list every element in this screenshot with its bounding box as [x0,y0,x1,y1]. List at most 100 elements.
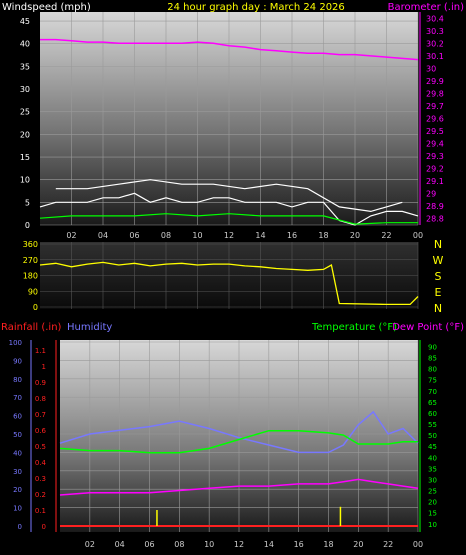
barometer-tick: 30 [426,64,436,73]
windspeed-tick: 20 [20,130,30,139]
time-tick-label: 14 [255,231,265,240]
temperature-tick: 50 [428,432,437,440]
rain-tick: 1.1 [35,347,46,355]
time-tick-label: 00 [413,540,423,549]
barometer-tick: 29.6 [426,115,444,124]
rain-tick: 1 [42,363,46,371]
humidity-tick: 30 [13,468,22,476]
time-tick-label: 18 [323,540,333,549]
windspeed-tick: 15 [20,153,30,162]
series-line [59,478,419,496]
temperature-tick: 65 [428,399,437,407]
panel3-time-ticks: 02 04 06 08 10 12 14 16 18 20 22 00 [85,540,423,549]
barometer-tick: 29.2 [426,165,444,174]
humidity-tick: 50 [13,431,22,439]
time-tick-label: 02 [85,540,95,549]
temperature-tick: 85 [428,355,437,363]
windspeed-tick: 25 [20,108,30,117]
barometer-tick: 29.8 [426,89,444,98]
chart-title: 24 hour graph day : March 24 2026 [167,2,345,13]
humidity-tick: 90 [13,357,22,365]
temperature-tick: 20 [428,499,437,507]
rain-tick: 0.8 [35,395,46,403]
barometer-tick: 29 [426,190,436,199]
time-tick-label: 06 [144,540,154,549]
temperature-tick: 15 [428,510,437,518]
rain-tick: 0.3 [35,475,46,483]
direction-tick: 0 [33,303,38,312]
direction-tick: 180 [23,272,38,281]
barometer-tick: 30.1 [426,52,444,61]
time-tick-label: 16 [287,231,297,240]
panel2-series [39,261,419,306]
time-tick-label: 08 [174,540,184,549]
rain-tick: 0.9 [35,379,46,387]
time-tick-label: 00 [413,231,423,240]
panel1-grid [40,12,419,226]
time-tick-label: 14 [264,540,274,549]
barometer-tick: 28.8 [426,215,444,224]
time-tick-label: 12 [224,231,234,240]
time-tick-label: 12 [234,540,244,549]
windspeed-ticks: 45 40 35 30 25 20 15 10 5 0 [20,17,30,230]
rain-tick: 0.1 [35,507,46,515]
rain-tick: 0 [42,523,46,531]
series-line [59,429,418,454]
wind-barometer-panel: Windspeed (mph) 24 hour graph day : Marc… [2,2,464,240]
barometer-tick: 29.1 [426,177,444,186]
panel1-series [39,38,419,226]
windspeed-tick: 10 [20,176,30,185]
barometer-tick: 29.5 [426,127,444,136]
direction-tick: 90 [28,287,38,296]
windspeed-tick: 45 [20,17,30,26]
windspeed-tick: 5 [25,198,30,207]
temperature-tick: 10 [428,521,437,529]
humidity-tick: 100 [9,339,22,347]
barometer-axis-label: Barometer (.in) [388,2,464,13]
windspeed-tick: 35 [20,62,30,71]
windspeed-tick: 40 [20,40,30,49]
windspeed-tick: 0 [25,221,30,230]
time-tick-label: 04 [115,540,125,549]
temperature-tick: 55 [428,421,437,429]
panel2-grid [40,242,419,309]
temperature-tick: 30 [428,476,437,484]
series-line [39,261,419,306]
barometer-tick: 29.9 [426,77,444,86]
time-tick-label: 04 [98,231,108,240]
temperature-tick: 60 [428,410,437,418]
compass-label: N [434,238,442,251]
series-line [39,213,418,225]
temperature-tick: 80 [428,366,437,374]
rain-humidity-temp-panel: Rainfall (.in) Humidity Temperature (°F)… [1,322,464,549]
legend-rainfall: Rainfall (.in) [1,322,62,333]
barometer-tick: 29.7 [426,102,444,111]
direction-tick: 270 [23,256,38,265]
temperature-tick: 40 [428,454,437,462]
barometer-tick: 30.3 [426,27,444,36]
time-tick-label: 22 [383,540,393,549]
rain-tick: 0.4 [35,459,47,467]
rain-ticks: 1.1 1 0.9 0.8 0.7 0.6 0.5 0.4 0.3 0.2 0.1 0 [35,347,47,531]
time-tick-label: 10 [204,540,214,549]
barometer-tick: 29.3 [426,152,444,161]
humidity-tick: 10 [13,505,22,513]
time-tick-label: 06 [129,231,139,240]
temperature-ticks: 90 85 80 75 70 65 60 55 50 45 40 35 30 25 20 15 10 [428,343,437,528]
temperature-tick: 70 [428,388,437,396]
rain-tick: 0.5 [35,443,46,451]
series-line [59,410,419,454]
temperature-tick: 75 [428,377,437,385]
barometer-ticks: 30.4 30.3 30.2 30.1 30 29.9 29.8 29.7 29.6 29.5 29… [419,12,444,225]
windspeed-tick: 30 [20,85,30,94]
humidity-tick: 40 [13,449,22,457]
direction-ticks: 360 270 180 90 0 [23,240,38,312]
time-tick-label: 18 [318,231,328,240]
panel1-time-ticks: 02 04 06 08 10 12 14 16 18 20 22 00 [66,231,423,240]
humidity-tick: 80 [13,376,22,384]
barometer-tick: 28.9 [426,202,444,211]
